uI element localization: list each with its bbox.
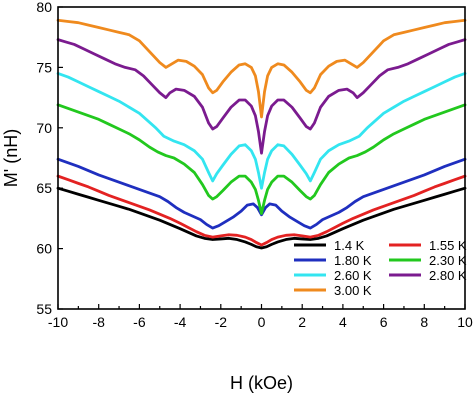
legend: 1.4 K 1.55 K 1.80 K 2.30 K 2.60 K 2.80 K 3.00 … <box>294 238 467 298</box>
x-tick-label: 0 <box>258 314 266 330</box>
x-tick-label: -10 <box>48 314 68 330</box>
y-tick-label: 65 <box>36 180 52 196</box>
legend-label: 2.30 K <box>429 253 467 268</box>
series-line-2-80-k <box>56 38 467 155</box>
legend-label: 2.80 K <box>429 268 467 283</box>
series-line-1-4-k <box>56 186 467 250</box>
legend-label: 2.60 K <box>334 268 372 283</box>
x-tick-label: 2 <box>298 314 306 330</box>
x-tick-label: -2 <box>215 314 228 330</box>
series-line-1-55-k <box>56 174 467 247</box>
x-tick-label: 6 <box>380 314 388 330</box>
series-line-2-60-k <box>56 72 467 190</box>
series-line-2-30-k <box>56 103 467 215</box>
legend-label: 1.80 K <box>334 253 372 268</box>
series-line-1-80-k <box>56 157 467 230</box>
y-axis-label: M' (nH) <box>1 129 21 187</box>
ticks-layer: -10 -8 -6 -4 -2 0 2 4 6 8 10 55 60 65 70 75 80 <box>36 0 473 330</box>
legend-label: 3.00 K <box>334 283 372 298</box>
x-tick-label: -4 <box>174 314 187 330</box>
x-tick-label: -6 <box>133 314 146 330</box>
x-tick-label: 8 <box>420 314 428 330</box>
y-tick-label: 75 <box>36 59 52 75</box>
y-tick-label: 60 <box>36 241 52 257</box>
y-tick-label: 80 <box>36 0 52 15</box>
x-tick-label: -8 <box>92 314 105 330</box>
y-tick-label: 55 <box>36 301 52 317</box>
x-axis-label: H (kOe) <box>230 373 293 393</box>
series-line-3-00-k <box>56 18 467 119</box>
legend-label: 1.55 K <box>429 238 467 253</box>
legend-label: 1.4 K <box>334 238 365 253</box>
x-tick-label: 4 <box>339 314 347 330</box>
series-layer <box>56 18 467 250</box>
x-tick-label: 10 <box>457 314 473 330</box>
plot-frame <box>57 6 466 310</box>
y-tick-label: 70 <box>36 120 52 136</box>
